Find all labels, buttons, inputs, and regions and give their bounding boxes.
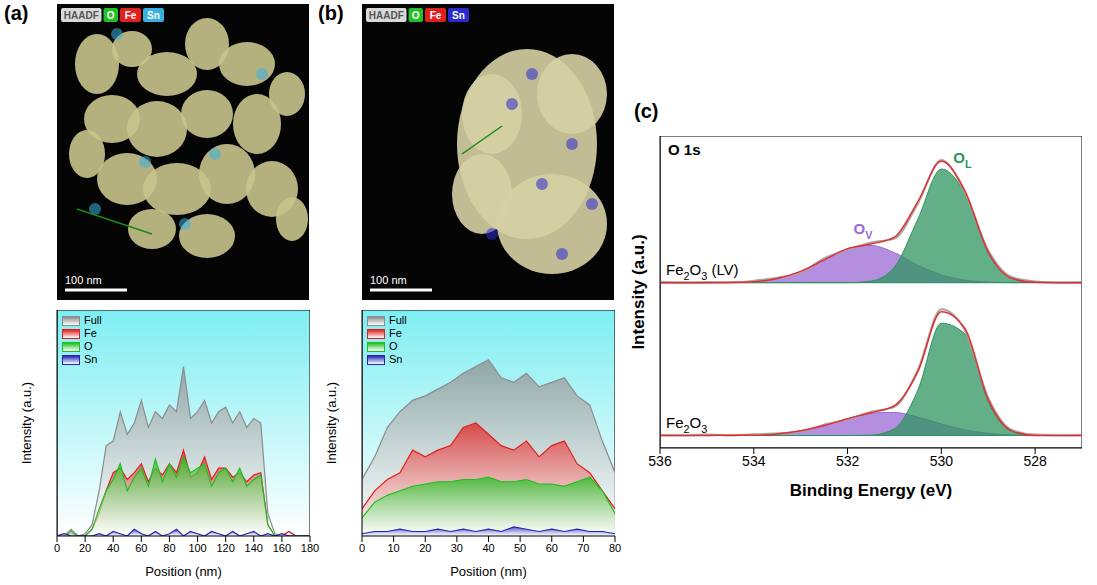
svg-text:40: 40 <box>482 542 494 554</box>
svg-text:O: O <box>107 10 115 21</box>
html-text:O 1s: O 1s <box>668 141 701 158</box>
svg-text:30: 30 <box>451 542 463 554</box>
svg-text:Fe2O3: Fe2O3 <box>666 414 707 435</box>
svg-text:140: 140 <box>245 542 263 554</box>
svg-text:Intensity (a.u.): Intensity (a.u.) <box>324 382 339 464</box>
html-text:Sn: Sn <box>389 353 403 365</box>
svg-text:532: 532 <box>836 453 860 469</box>
svg-text:0: 0 <box>54 542 60 554</box>
svg-text:100 nm: 100 nm <box>370 274 407 286</box>
svg-text:100 nm: 100 nm <box>65 274 102 286</box>
svg-text:Sn: Sn <box>147 10 160 21</box>
html-text:Full: Full <box>84 314 102 326</box>
svg-text:20: 20 <box>419 542 431 554</box>
svg-text:70: 70 <box>577 542 589 554</box>
svg-text:O: O <box>412 10 420 21</box>
svg-text:Sn: Sn <box>452 10 465 21</box>
html-text:(a): (a) <box>4 2 29 24</box>
html-text:Full: Full <box>389 314 407 326</box>
svg-text:60: 60 <box>546 542 558 554</box>
svg-text:10: 10 <box>388 542 400 554</box>
svg-text:160: 160 <box>273 542 291 554</box>
html-text:(b): (b) <box>318 2 344 24</box>
svg-text:50: 50 <box>514 542 526 554</box>
svg-text:0: 0 <box>359 542 365 554</box>
svg-text:80: 80 <box>163 542 175 554</box>
html-text:Fe: Fe <box>389 327 402 339</box>
svg-text:530: 530 <box>930 453 954 469</box>
svg-text:OL: OL <box>953 149 972 170</box>
svg-text:HAADF: HAADF <box>64 10 99 21</box>
svg-text:Position (nm): Position (nm) <box>450 564 527 579</box>
svg-text:20: 20 <box>79 542 91 554</box>
svg-text:HAADF: HAADF <box>369 10 404 21</box>
svg-text:528: 528 <box>1023 453 1047 469</box>
svg-text:Intensity (a.u.): Intensity (a.u.) <box>629 234 648 349</box>
svg-text:Fe2O3 (LV): Fe2O3 (LV) <box>666 261 739 282</box>
svg-text:534: 534 <box>742 453 766 469</box>
html-text:O: O <box>84 340 93 352</box>
html-text:Fe: Fe <box>84 327 97 339</box>
html-text:O: O <box>389 340 398 352</box>
svg-text:100: 100 <box>188 542 206 554</box>
svg-text:Intensity (a.u.): Intensity (a.u.) <box>19 382 34 464</box>
html-text:Sn: Sn <box>84 353 98 365</box>
svg-text:60: 60 <box>135 542 147 554</box>
svg-text:536: 536 <box>648 453 672 469</box>
html-text:(c): (c) <box>634 100 659 122</box>
svg-text:80: 80 <box>609 542 621 554</box>
svg-text:Fe: Fe <box>125 10 137 21</box>
svg-text:Position (nm): Position (nm) <box>145 564 222 579</box>
svg-text:Fe: Fe <box>430 10 442 21</box>
svg-text:120: 120 <box>216 542 234 554</box>
svg-text:40: 40 <box>107 542 119 554</box>
svg-text:OV: OV <box>854 220 874 241</box>
svg-text:Binding Energy (eV): Binding Energy (eV) <box>790 481 952 500</box>
svg-text:180: 180 <box>301 542 319 554</box>
